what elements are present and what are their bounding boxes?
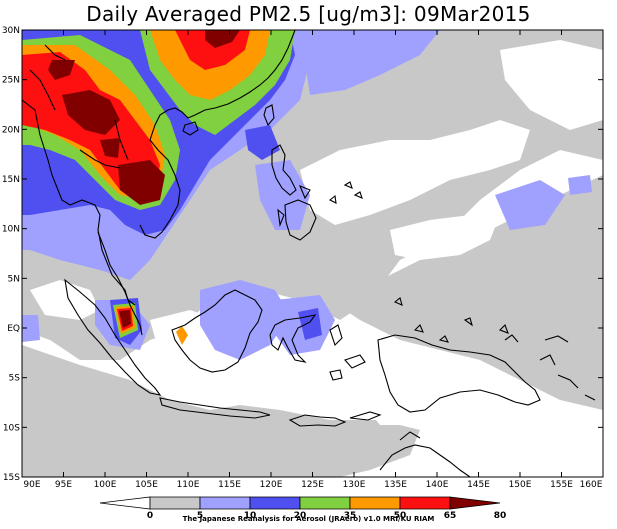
colorbar-tick-label: 0 (147, 511, 153, 521)
x-axis-label: 105E (135, 480, 158, 490)
colorbar-tick-label: 50 (394, 511, 407, 521)
darkred-region-vietnam (100, 138, 120, 158)
blue-region-sulawesi (298, 308, 322, 340)
colorbar-tick-label: 35 (344, 511, 357, 521)
y-axis-label: 5N (8, 274, 20, 284)
y-axis-label: 15N (2, 175, 20, 185)
darkred-region-thailand (118, 160, 165, 205)
colorbar-tick-label: 10 (244, 511, 257, 521)
x-axis-label: 95E (55, 480, 72, 490)
white-clearing-6 (500, 40, 603, 130)
colorbar: 0 5 10 20 35 50 65 80 (99, 496, 507, 521)
colorbar-segment (399, 496, 451, 510)
coastlines (22, 30, 596, 477)
x-axis-label: 160E (580, 480, 603, 490)
x-axis-label: 140E (426, 480, 449, 490)
colorbar-tick-label: 65 (444, 511, 457, 521)
colorbar-segment (149, 496, 201, 510)
y-axis-label: 10N (2, 225, 20, 235)
y-axis-label: 25N (2, 76, 20, 86)
white-clearing-3 (30, 280, 100, 320)
coast-luzon (271, 144, 297, 196)
colorbar-segment (249, 496, 301, 510)
credit-text: The Japanese Reanalysis for Aerosol (JRA… (182, 515, 435, 523)
x-axis-label: 100E (94, 480, 117, 490)
y-axis-labels: 30N 25N 20N 15N 10N 5N EQ 5S 10S 15S (2, 26, 20, 483)
y-axis-label: 30N (2, 26, 20, 36)
y-axis-label: 10S (3, 423, 20, 433)
x-axis-label: 135E (384, 480, 407, 490)
coast-mindanao (277, 185, 317, 241)
orange-region-borneo (176, 326, 188, 345)
colorbar-segment (299, 496, 351, 510)
colorbar-tick-label: 80 (494, 511, 507, 521)
darkred-region-china (205, 30, 240, 48)
y-axis-label: 5S (9, 374, 21, 384)
y-axis-label: 20N (2, 125, 20, 135)
lightblue-region-east (300, 30, 440, 95)
darkred-region-laos (62, 90, 120, 135)
coast-sulawesi (269, 314, 317, 363)
x-axis-label: 145E (467, 480, 490, 490)
x-axis-label: 125E (301, 480, 324, 490)
lightblue-region-pacific2 (568, 175, 592, 195)
concentration-field (22, 30, 603, 477)
coast-java (159, 397, 271, 419)
coast-maluku (329, 324, 366, 381)
x-axis-label: 120E (260, 480, 283, 490)
coast-taiwan (263, 104, 275, 127)
gray-region-east (330, 175, 603, 410)
x-axis-label: 115E (218, 480, 241, 490)
axis-ticks (21, 29, 604, 478)
map-title: Daily Averaged PM2.5 [ug/m3]: 09Mar2015 (86, 2, 531, 26)
colorbar-tick-label: 5 (197, 511, 203, 521)
white-clearing-2 (390, 215, 500, 260)
colorbar-segment (349, 496, 401, 510)
darkred-region-myanmar (48, 60, 75, 80)
x-axis-label: 155E (550, 480, 573, 490)
lightblue-region-west (22, 315, 40, 342)
y-axis-label: 15S (3, 473, 20, 483)
x-axis-labels: 90E 95E 100E 105E 110E 115E 120E 125E 130E 135E 14… (23, 480, 602, 490)
coast-hainan (182, 121, 199, 136)
coast-sumatra (64, 278, 162, 396)
colorbar-segment (99, 496, 151, 510)
lightblue-region-phil (255, 160, 310, 230)
colorbar-segment (449, 496, 501, 510)
colorbar-segment (199, 496, 251, 510)
lightblue-region-borneo (200, 280, 290, 360)
coast-borneo (171, 289, 263, 373)
border-indochina (29, 44, 129, 169)
darkred-region-sumatra (119, 310, 131, 328)
y-axis-label: EQ (7, 324, 20, 334)
coast-newguinea (377, 334, 541, 413)
coast-timor (288, 411, 382, 427)
lightblue-region-pacific (495, 180, 565, 230)
x-axis-label: 90E (23, 480, 40, 490)
colorbar-tick-label: 20 (294, 511, 307, 521)
coast-pacific-islands (328, 181, 363, 204)
coast-small-islands (393, 297, 509, 343)
white-clearing-5 (360, 395, 440, 425)
coast-mainland (22, 30, 296, 306)
x-axis-label: 150E (509, 480, 532, 490)
coast-australia (379, 431, 471, 477)
coast-malay (97, 231, 143, 336)
white-clearing-1 (300, 120, 530, 225)
x-axis-label: 110E (177, 480, 200, 490)
gray-region-south (22, 345, 420, 477)
coast-islands-east (504, 334, 596, 401)
blue-region-phil (245, 125, 280, 160)
x-axis-label: 130E (343, 480, 366, 490)
